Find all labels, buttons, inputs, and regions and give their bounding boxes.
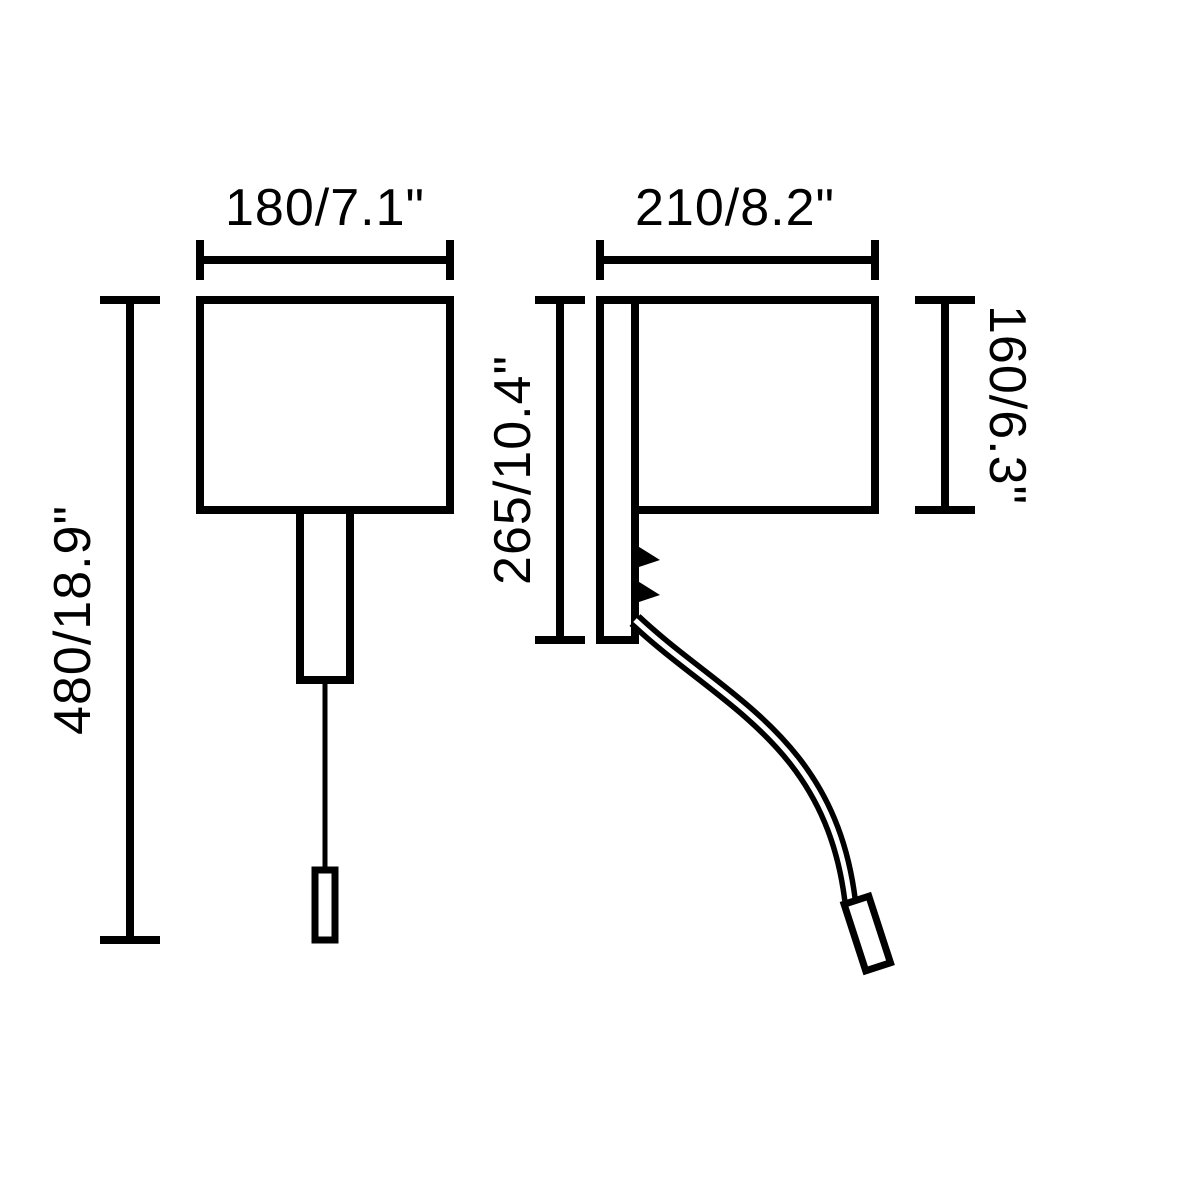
side-flex-arm-inner (635, 620, 850, 900)
dim-total-height (100, 300, 160, 940)
front-shade (200, 300, 450, 510)
label-width-front: 180/7.1" (225, 179, 425, 237)
side-shade (635, 300, 875, 510)
side-flex-arm (635, 620, 850, 900)
switch-icon (636, 545, 660, 568)
label-shade-height: 160/6.3" (978, 305, 1036, 505)
dim-width-front (200, 240, 450, 280)
dim-shade-height (915, 300, 975, 510)
label-total-height: 480/18.9" (44, 505, 102, 735)
side-view (600, 300, 890, 971)
dimension-labels: 180/7.1" 210/8.2" 480/18.9" 265/10.4" 16… (44, 179, 1036, 735)
label-depth-side: 210/8.2" (635, 179, 835, 237)
side-wall-plate (600, 300, 635, 640)
technical-drawing: 180/7.1" 210/8.2" 480/18.9" 265/10.4" 16… (0, 0, 1200, 1200)
front-view (200, 300, 450, 940)
side-arm-tip (844, 896, 890, 971)
dimension-lines (100, 240, 975, 940)
dim-depth-side (600, 240, 875, 280)
switch-icon (636, 580, 660, 603)
front-arm-tip (315, 870, 335, 940)
dim-plate-height (535, 300, 585, 640)
label-plate-height: 265/10.4" (484, 355, 542, 585)
front-stem (300, 510, 350, 680)
